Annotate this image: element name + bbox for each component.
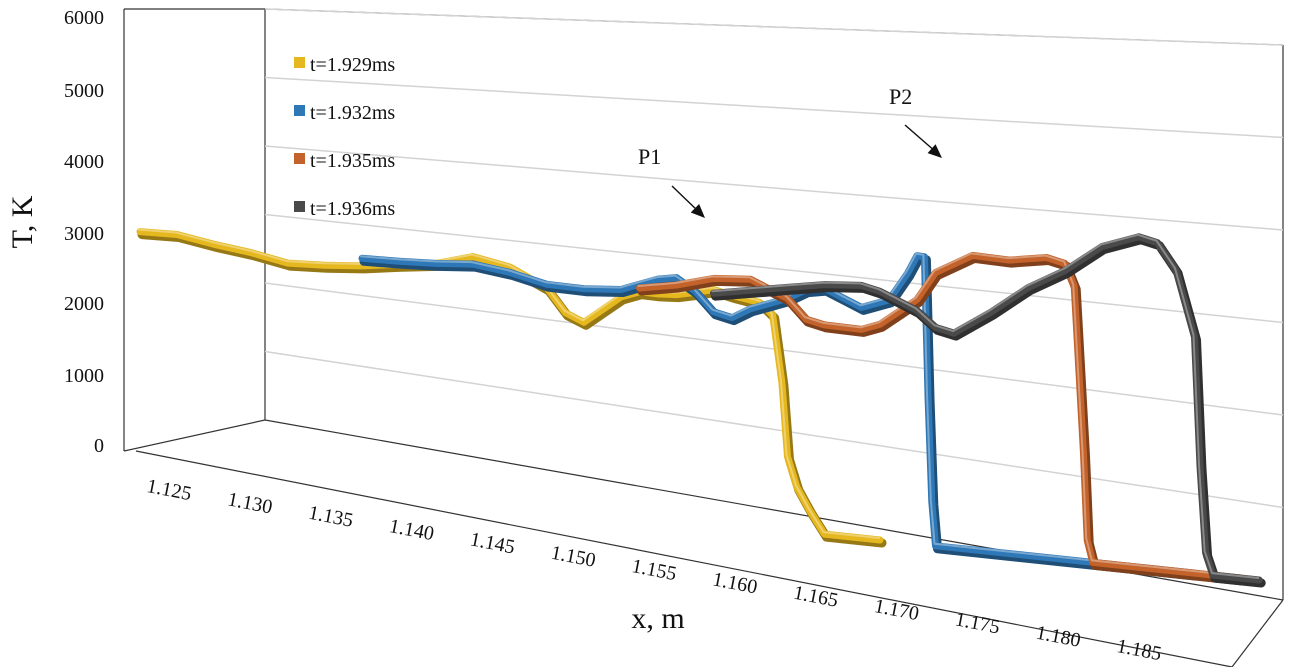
annotation-arrow-head [690, 203, 705, 218]
floor-right-edge [1231, 599, 1284, 667]
y-tick-label: 2000 [64, 293, 104, 315]
legend-entry: t=1.932ms [310, 102, 395, 124]
gridline-5 [264, 76, 1284, 139]
series-line-highlight [711, 233, 1260, 579]
series-line-highlight [360, 252, 1195, 573]
series-line [358, 252, 1198, 577]
legend-swatch [294, 201, 305, 212]
y-tick-label: 1000 [64, 365, 104, 387]
y-tick-labels: 0 1000 2000 3000 4000 5000 6000 [64, 7, 104, 457]
y-tick-label: 4000 [64, 151, 104, 173]
x-axis-title: x, m [631, 602, 684, 635]
x-tick-label: 1.180 [1034, 622, 1082, 652]
annotations: P1 P2 [638, 84, 942, 218]
series-line-highlight [138, 228, 880, 539]
series-line [710, 233, 1263, 584]
x-tick-label: 1.135 [307, 502, 355, 532]
y-tick-label: 0 [94, 435, 104, 457]
legend-entry: t=1.936ms [310, 198, 395, 220]
x-tick-label: 1.125 [145, 475, 193, 505]
y-axis-title: T, K [6, 195, 39, 248]
x-tick-labels: 1.125 1.130 1.135 1.140 1.145 1.150 1.155 1.160… [145, 475, 1163, 665]
gridline-4 [264, 145, 1284, 231]
series-line-shadow [359, 254, 1201, 581]
y-tick-label: 5000 [64, 80, 104, 102]
x-tick-label: 1.145 [468, 528, 516, 558]
legend-swatch [294, 57, 305, 68]
x-tick-label: 1.185 [1115, 635, 1163, 665]
y-tick-label: 6000 [64, 7, 104, 29]
series-line-highlight [637, 252, 1241, 577]
y-tick-label: 3000 [64, 223, 104, 245]
gridline-6 [264, 8, 1284, 46]
x-tick-label: 1.155 [630, 555, 678, 585]
series-lines [136, 228, 1266, 588]
legend-entry: t=1.935ms [310, 150, 395, 172]
gridlines [264, 8, 1284, 509]
x-tick-label: 1.165 [792, 582, 840, 612]
annotation-label: P1 [638, 144, 661, 169]
legend-swatch [294, 105, 305, 116]
annotation-label: P2 [889, 84, 912, 109]
gridline-1 [264, 350, 1284, 509]
gridline-3 [264, 213, 1284, 324]
x-tick-label: 1.140 [387, 515, 435, 545]
legend: t=1.929ms t=1.932ms t=1.935ms t=1.936ms [294, 54, 395, 220]
annotation-arrow-shaft [904, 124, 937, 153]
x-tick-label: 1.130 [226, 488, 274, 518]
x-tick-label: 1.150 [549, 542, 597, 572]
legend-entry: t=1.929ms [310, 54, 395, 76]
annotation-arrow-shaft [671, 185, 700, 213]
annotation-arrow-head [927, 144, 942, 158]
legend-swatch [294, 153, 305, 164]
series-line-shadow [637, 253, 1248, 586]
floor-front-edge [135, 450, 1233, 667]
x-tick-label: 1.170 [872, 595, 920, 625]
left-floor-edge [123, 419, 266, 452]
x-tick-label: 1.175 [953, 608, 1001, 638]
